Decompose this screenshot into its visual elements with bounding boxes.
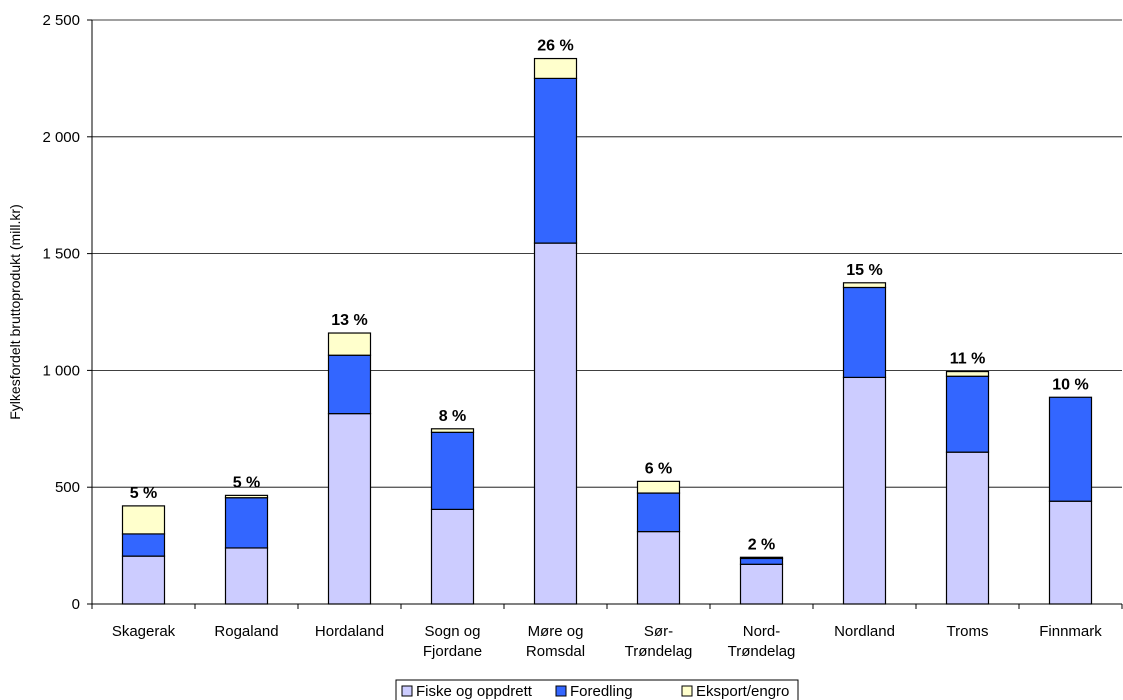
bar-segment-foredling xyxy=(1048,396,1093,502)
bar-segment-fiske-og-oppdrett xyxy=(945,451,990,605)
bar-segment-foredling xyxy=(945,375,990,453)
bar-segment-foredling xyxy=(430,431,475,510)
bar-segment-eksport-engro xyxy=(636,480,681,494)
bar-segment-foredling xyxy=(327,354,372,415)
share-label: 8 % xyxy=(439,408,467,425)
share-label: 10 % xyxy=(1052,376,1088,393)
x-category-label: Møre og xyxy=(528,623,584,640)
share-label: 15 % xyxy=(846,262,882,279)
y-tick-label: 0 xyxy=(72,596,80,613)
bar-segment-foredling xyxy=(739,557,784,565)
bar-segment-eksport-engro xyxy=(739,556,784,560)
share-label: 2 % xyxy=(748,536,776,553)
bar-segment-eksport-engro xyxy=(224,494,269,499)
y-tick-label: 2 500 xyxy=(42,12,80,29)
x-category-label: Hordaland xyxy=(315,623,384,640)
share-label: 13 % xyxy=(331,312,367,329)
x-category-label: Nord- xyxy=(743,623,781,640)
y-tick-label: 1 000 xyxy=(42,362,80,379)
bar-segment-fiske-og-oppdrett xyxy=(636,530,681,605)
x-category-label: Skagerak xyxy=(112,623,176,640)
bar-segment-eksport-engro xyxy=(327,332,372,356)
x-category-label: Fjordane xyxy=(423,643,482,660)
bar-segment-eksport-engro xyxy=(842,282,887,289)
x-category-label: Trøndelag xyxy=(728,643,796,660)
y-tick-label: 1 500 xyxy=(42,246,80,263)
legend-label: Fiske og oppdrett xyxy=(416,683,533,700)
bar-segment-fiske-og-oppdrett xyxy=(842,376,887,605)
bar-segment-fiske-og-oppdrett xyxy=(1048,500,1093,605)
legend-label: Foredling xyxy=(570,683,633,700)
x-category-label: Romsdal xyxy=(526,643,585,660)
bar-segment-foredling xyxy=(636,492,681,533)
x-category-label: Troms xyxy=(947,623,989,640)
bar-segment-fiske-og-oppdrett xyxy=(533,242,578,605)
legend-box xyxy=(395,679,799,700)
x-category-label: Sør- xyxy=(644,623,673,640)
bar-segment-foredling xyxy=(121,533,166,557)
bar-segment-fiske-og-oppdrett xyxy=(739,563,784,605)
bar-segment-foredling xyxy=(224,497,269,549)
legend-swatch xyxy=(555,685,567,697)
share-label: 26 % xyxy=(537,38,573,55)
bar-segment-eksport-engro xyxy=(121,505,166,535)
x-category-label: Sogn og xyxy=(425,623,481,640)
bar-segment-eksport-engro xyxy=(945,370,990,377)
bar-segment-fiske-og-oppdrett xyxy=(224,547,269,605)
bar-segment-fiske-og-oppdrett xyxy=(327,413,372,605)
legend-label: Eksport/engro xyxy=(696,683,789,700)
y-tick-label: 2 000 xyxy=(42,129,80,146)
x-category-label: Rogaland xyxy=(214,623,278,640)
legend-swatch xyxy=(401,685,413,697)
share-label: 11 % xyxy=(950,351,986,368)
bar-segment-eksport-engro xyxy=(533,57,578,79)
bar-segment-fiske-og-oppdrett xyxy=(121,555,166,605)
y-tick-label: 500 xyxy=(55,479,80,496)
bar-segment-fiske-og-oppdrett xyxy=(430,508,475,605)
share-label: 5 % xyxy=(130,485,158,502)
share-label: 5 % xyxy=(233,474,261,491)
y-axis-title: Fylkesfordelt bruttoprodukt (mill.kr) xyxy=(7,204,23,420)
bar-segment-foredling xyxy=(533,77,578,244)
x-category-label: Trøndelag xyxy=(625,643,693,660)
bar-segment-foredling xyxy=(842,286,887,379)
x-category-label: Finnmark xyxy=(1039,623,1102,640)
bar-segment-eksport-engro xyxy=(430,428,475,433)
x-category-label: Nordland xyxy=(834,623,895,640)
legend-swatch xyxy=(681,685,693,697)
share-label: 6 % xyxy=(645,460,673,477)
